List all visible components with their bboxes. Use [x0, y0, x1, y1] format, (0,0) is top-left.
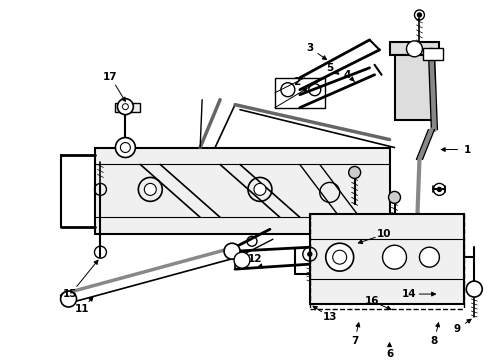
Text: 10: 10 [377, 229, 392, 239]
Text: 1: 1 [464, 144, 471, 154]
Circle shape [116, 138, 135, 157]
Polygon shape [394, 55, 435, 120]
Text: 9: 9 [454, 324, 461, 334]
Text: 3: 3 [306, 43, 314, 53]
Circle shape [419, 247, 440, 267]
Text: 13: 13 [322, 312, 337, 322]
Text: 14: 14 [402, 289, 417, 299]
Circle shape [438, 188, 441, 192]
Circle shape [389, 192, 400, 203]
Circle shape [234, 252, 250, 268]
Text: 4: 4 [344, 70, 351, 80]
Circle shape [61, 291, 76, 307]
Circle shape [118, 99, 133, 114]
Circle shape [349, 166, 361, 179]
Circle shape [224, 243, 240, 259]
Circle shape [145, 183, 156, 195]
Circle shape [383, 245, 407, 269]
Circle shape [308, 252, 312, 256]
Text: 11: 11 [75, 304, 90, 314]
Polygon shape [423, 48, 443, 60]
Circle shape [407, 41, 422, 57]
Text: 7: 7 [351, 336, 358, 346]
Circle shape [326, 243, 354, 271]
Text: 8: 8 [431, 336, 438, 346]
Circle shape [254, 183, 266, 195]
Text: 12: 12 [248, 254, 262, 264]
Text: 17: 17 [103, 72, 118, 82]
Text: 2: 2 [293, 77, 300, 87]
Text: 5: 5 [326, 63, 333, 73]
Polygon shape [116, 103, 140, 112]
Text: 15: 15 [63, 289, 78, 299]
Polygon shape [96, 148, 390, 234]
Text: 16: 16 [365, 296, 379, 306]
Polygon shape [310, 214, 465, 304]
Text: 6: 6 [386, 349, 393, 359]
Circle shape [466, 281, 482, 297]
Circle shape [417, 13, 421, 17]
Polygon shape [390, 42, 440, 55]
